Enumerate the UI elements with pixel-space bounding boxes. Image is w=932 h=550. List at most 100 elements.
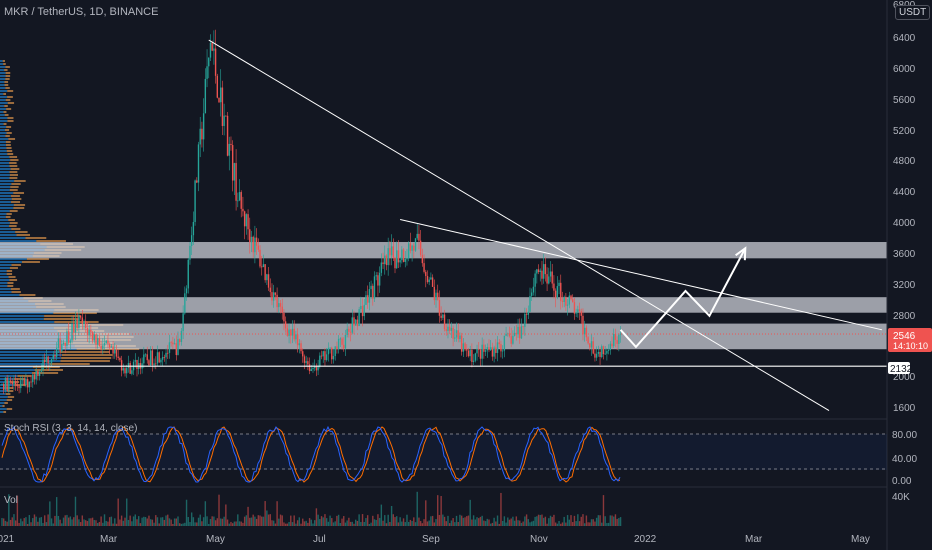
candle-body (341, 338, 343, 345)
volume-bar (522, 521, 524, 526)
candle-body (199, 128, 201, 145)
volume-profile-row (21, 261, 40, 263)
volume-bar (21, 521, 24, 526)
volume-profile-row (0, 399, 7, 401)
volume-bar (548, 518, 550, 526)
candle-body (503, 335, 506, 351)
volume-profile-row (0, 264, 12, 266)
time-label: 2022 (634, 534, 657, 545)
time-label: May (206, 534, 225, 545)
candle-body (489, 347, 492, 351)
candle-body (531, 292, 533, 296)
candle-body (96, 338, 99, 345)
volume-profile-row (25, 237, 47, 239)
candle-body (325, 354, 328, 361)
candle-body (213, 48, 215, 51)
volume-profile-row (9, 174, 19, 176)
volume-bar (177, 516, 179, 526)
price-tick: 2000 (893, 372, 916, 383)
volume-bar (512, 516, 514, 526)
volume-bar (303, 521, 306, 526)
candle-body (542, 264, 545, 279)
candle-body (558, 282, 560, 287)
volume-profile-row (0, 180, 15, 182)
volume-bar (443, 516, 446, 526)
candle-body (370, 285, 372, 290)
volume-bar (349, 521, 352, 526)
volume-profile-row (0, 279, 10, 281)
currency-button[interactable]: USDT (895, 5, 931, 20)
volume-bar (115, 523, 118, 526)
candle-body (382, 262, 384, 265)
volume-profile-row (9, 279, 18, 281)
volume-bar (619, 517, 622, 526)
candle-body (486, 347, 488, 351)
volume-profile-row (0, 258, 27, 260)
candle-body (305, 361, 307, 363)
volume-bar (73, 517, 75, 526)
candle-body (168, 342, 171, 353)
volume-profile-row (11, 201, 21, 203)
volume-bar (566, 515, 569, 526)
volume-bar (76, 515, 78, 526)
volume-bar (308, 518, 311, 526)
volume-profile-row (11, 198, 22, 200)
volume-bar (517, 520, 519, 526)
candle-body (573, 302, 576, 314)
volume-bar (86, 521, 89, 526)
candle-body (476, 348, 478, 354)
volume-bar (235, 521, 237, 526)
symbol-title[interactable]: MKR / TetherUS, 1D, BINANCE (4, 6, 159, 18)
candle-body (218, 97, 220, 103)
volume-bar (61, 523, 63, 526)
volume-bar (438, 514, 441, 526)
trend-lines[interactable] (208, 39, 883, 412)
volume-bar (179, 523, 181, 526)
volume-bar (269, 514, 271, 526)
candle-body (21, 379, 24, 381)
projection-path[interactable] (619, 246, 747, 349)
candle-body (368, 289, 371, 303)
volume-profile-row (36, 240, 66, 242)
volume-bar (476, 517, 478, 526)
volume-profile-row (60, 360, 110, 362)
candle-body (185, 288, 188, 294)
volume-bar (78, 519, 80, 526)
volume-bar (331, 518, 333, 526)
candle-body (560, 282, 562, 301)
volume-bar (602, 495, 605, 526)
candle-body (589, 343, 591, 348)
volume-bar (250, 517, 253, 526)
volume-bar (252, 514, 254, 526)
volume-profile-row (7, 117, 14, 119)
trend-line (208, 39, 830, 412)
volume-profile-row (0, 96, 8, 98)
candle-body (457, 330, 459, 340)
candle-body (329, 347, 331, 349)
time-label: Mar (745, 534, 763, 545)
candle-body (474, 353, 477, 361)
candle-body (38, 371, 41, 376)
candle-body (300, 343, 302, 352)
candle-body (223, 115, 225, 126)
volume-bar (32, 518, 34, 526)
volume-profile-row (9, 222, 18, 224)
volume-bar (45, 522, 48, 526)
volume-bar (190, 512, 193, 526)
volume-bar (271, 520, 273, 526)
volume-bar (457, 522, 459, 526)
volume-bar (281, 515, 283, 526)
volume-label: Vol (4, 495, 18, 506)
volume-bar (67, 517, 70, 526)
volume-profile-row (0, 198, 12, 200)
candle-body (498, 342, 500, 345)
volume-bar (272, 520, 275, 526)
volume-bar (288, 521, 290, 526)
candle-body (124, 368, 126, 374)
candle-body (500, 344, 502, 352)
candle-body (245, 214, 248, 227)
volume-profile-row (0, 102, 8, 104)
volume-bar (592, 519, 594, 526)
